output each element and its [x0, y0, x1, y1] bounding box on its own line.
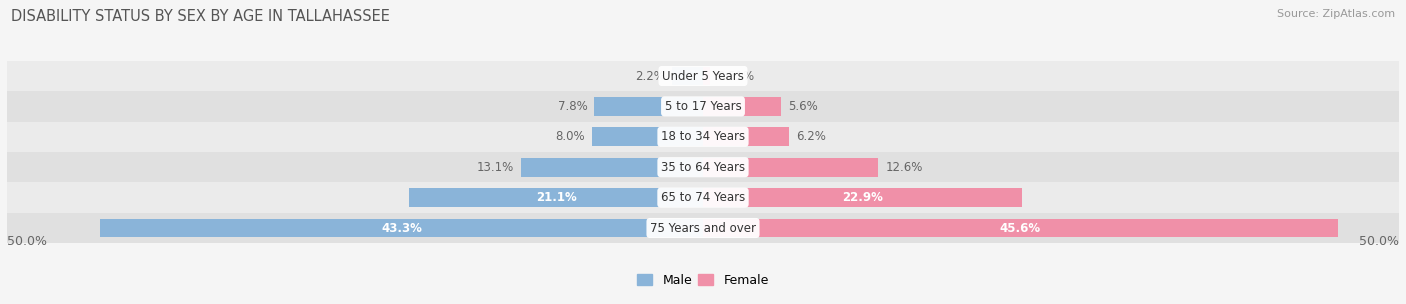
Text: 5 to 17 Years: 5 to 17 Years [665, 100, 741, 113]
Text: 12.6%: 12.6% [886, 161, 922, 174]
Text: DISABILITY STATUS BY SEX BY AGE IN TALLAHASSEE: DISABILITY STATUS BY SEX BY AGE IN TALLA… [11, 9, 389, 24]
Text: 0.51%: 0.51% [717, 70, 754, 82]
Text: 43.3%: 43.3% [381, 222, 422, 234]
Text: 21.1%: 21.1% [536, 191, 576, 204]
Bar [7, 91, 1399, 122]
Text: 8.0%: 8.0% [555, 130, 585, 143]
Legend: Male, Female: Male, Female [633, 269, 773, 292]
Bar [7, 213, 1399, 243]
Text: Under 5 Years: Under 5 Years [662, 70, 744, 82]
Bar [595, 97, 703, 116]
Text: 65 to 74 Years: 65 to 74 Years [661, 191, 745, 204]
Bar [672, 67, 703, 85]
Bar [520, 158, 703, 177]
Text: 7.8%: 7.8% [558, 100, 588, 113]
Bar [7, 61, 1399, 91]
Text: 2.2%: 2.2% [636, 70, 665, 82]
Bar [703, 158, 879, 177]
Bar [703, 97, 780, 116]
Text: 5.6%: 5.6% [787, 100, 818, 113]
Text: 50.0%: 50.0% [1360, 235, 1399, 248]
Text: 75 Years and over: 75 Years and over [650, 222, 756, 234]
Text: Source: ZipAtlas.com: Source: ZipAtlas.com [1277, 9, 1395, 19]
Text: 22.9%: 22.9% [842, 191, 883, 204]
Bar [703, 67, 710, 85]
Bar [100, 219, 703, 237]
Bar [703, 188, 1022, 207]
Text: 50.0%: 50.0% [7, 235, 46, 248]
Text: 35 to 64 Years: 35 to 64 Years [661, 161, 745, 174]
Text: 45.6%: 45.6% [1000, 222, 1040, 234]
Bar [7, 122, 1399, 152]
Bar [703, 127, 789, 146]
Bar [703, 219, 1337, 237]
Bar [7, 152, 1399, 182]
Text: 13.1%: 13.1% [477, 161, 513, 174]
Text: 18 to 34 Years: 18 to 34 Years [661, 130, 745, 143]
Text: 6.2%: 6.2% [796, 130, 827, 143]
Bar [592, 127, 703, 146]
Bar [409, 188, 703, 207]
Bar [7, 182, 1399, 213]
